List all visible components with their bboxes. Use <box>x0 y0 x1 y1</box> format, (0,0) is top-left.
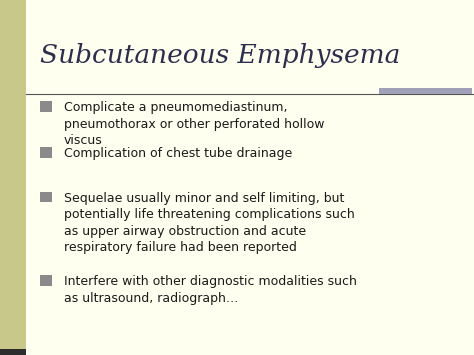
Bar <box>40 147 52 158</box>
Bar <box>40 275 52 286</box>
Text: Interfere with other diagnostic modalities such
as ultrasound, radiograph…: Interfere with other diagnostic modaliti… <box>64 275 357 305</box>
Text: Sequelae usually minor and self limiting, but
potentially life threatening compl: Sequelae usually minor and self limiting… <box>64 192 355 254</box>
Bar <box>40 192 52 202</box>
Text: Complication of chest tube drainage: Complication of chest tube drainage <box>64 147 292 160</box>
Text: Complicate a pneumomediastinum,
pneumothorax or other perforated hollow
viscus: Complicate a pneumomediastinum, pneumoth… <box>64 101 325 147</box>
Bar <box>0 349 26 355</box>
Bar <box>379 88 472 94</box>
Bar <box>40 101 52 112</box>
Bar <box>0 0 26 355</box>
Text: Subcutaneous Emphysema: Subcutaneous Emphysema <box>40 43 401 67</box>
